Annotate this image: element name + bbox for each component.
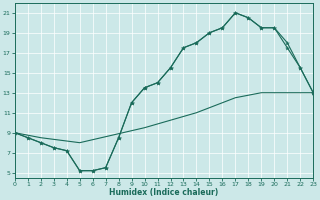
X-axis label: Humidex (Indice chaleur): Humidex (Indice chaleur) — [109, 188, 219, 197]
